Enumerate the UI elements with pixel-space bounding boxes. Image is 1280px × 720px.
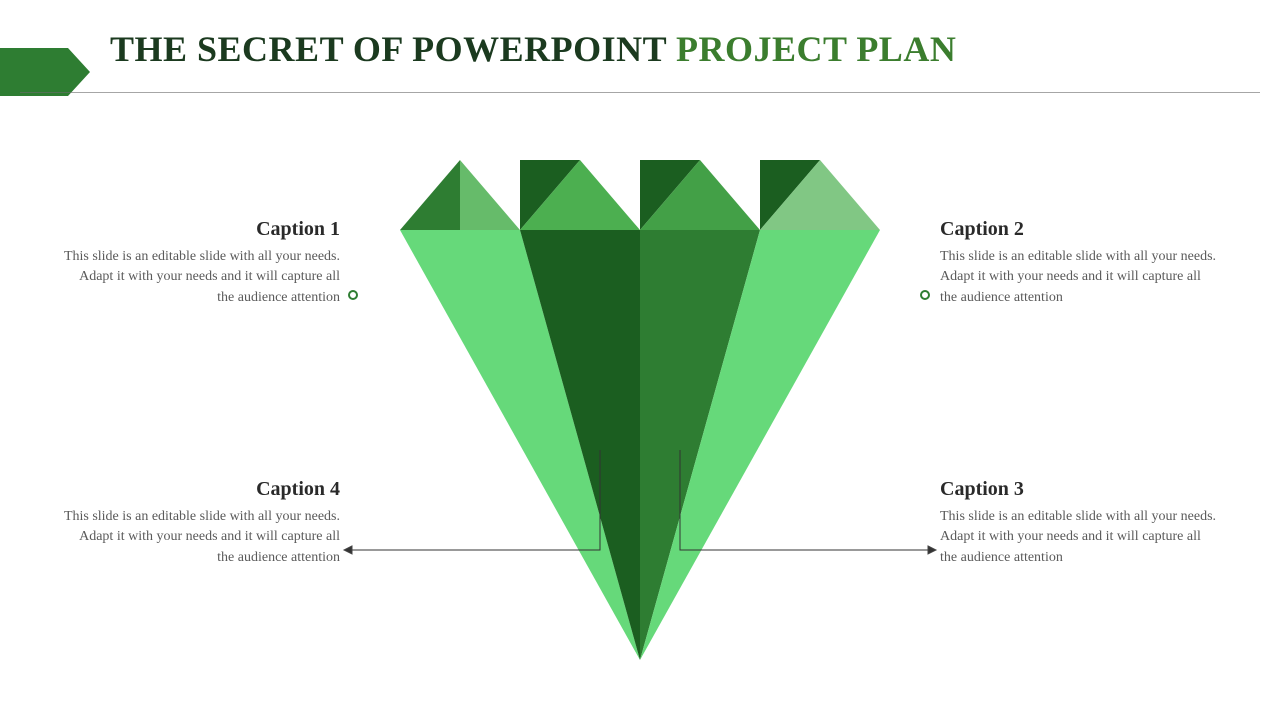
slide-title: THE SECRET OF POWERPOINT PROJECT PLAN [110, 28, 956, 70]
title-part1: THE SECRET OF POWERPOINT [110, 29, 676, 69]
title-underline [20, 92, 1260, 93]
caption-3-body: This slide is an editable slide with all… [940, 507, 1220, 568]
title-row: THE SECRET OF POWERPOINT PROJECT PLAN [0, 28, 1280, 88]
diamond-svg [400, 160, 880, 680]
connector-dot-2 [920, 290, 930, 300]
caption-3-title: Caption 3 [940, 478, 1220, 501]
caption-2-body: This slide is an editable slide with all… [940, 247, 1220, 308]
caption-4-title: Caption 4 [60, 478, 340, 501]
caption-4-body: This slide is an editable slide with all… [60, 507, 340, 568]
title-part2: PROJECT PLAN [676, 29, 956, 69]
diamond-infographic: P [400, 160, 880, 660]
connector-3 [660, 450, 940, 560]
connector-dot-1 [348, 290, 358, 300]
slide: THE SECRET OF POWERPOINT PROJECT PLAN [0, 0, 1280, 720]
caption-1: Caption 1 This slide is an editable slid… [60, 218, 340, 308]
caption-1-body: This slide is an editable slide with all… [60, 247, 340, 308]
connector-4 [340, 450, 620, 560]
caption-4: Caption 4 This slide is an editable slid… [60, 478, 340, 568]
caption-2: Caption 2 This slide is an editable slid… [940, 218, 1220, 308]
caption-3: Caption 3 This slide is an editable slid… [940, 478, 1220, 568]
caption-1-title: Caption 1 [60, 218, 340, 241]
caption-2-title: Caption 2 [940, 218, 1220, 241]
arrow-badge [0, 48, 90, 96]
